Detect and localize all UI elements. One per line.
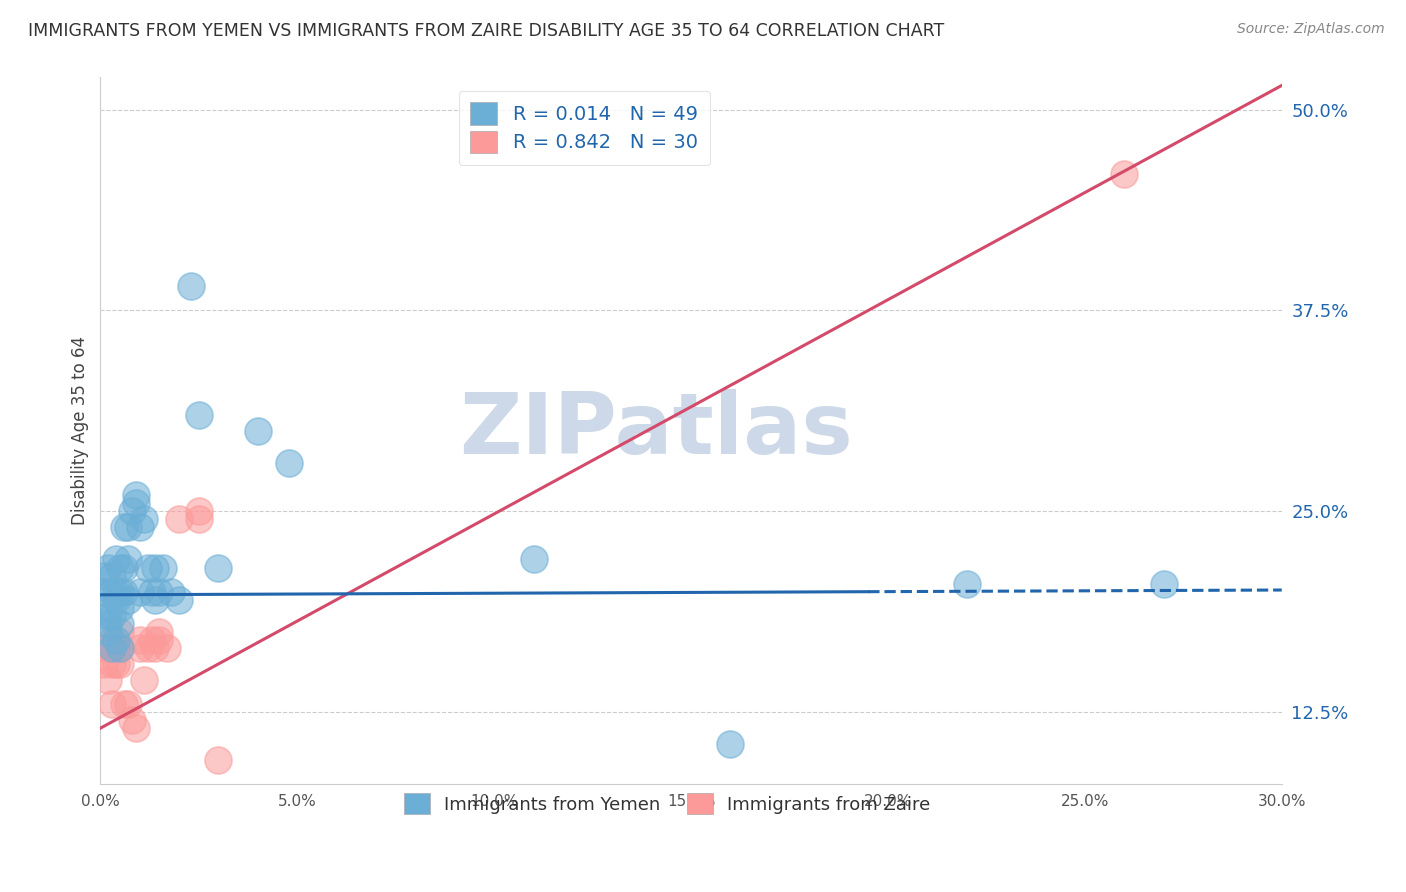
Point — [121, 713, 143, 727]
Point — [132, 512, 155, 526]
Point — [97, 608, 120, 623]
Point — [108, 600, 131, 615]
Point — [105, 592, 128, 607]
Point — [141, 584, 163, 599]
Text: ZIPatlas: ZIPatlas — [458, 390, 852, 473]
Point — [1153, 576, 1175, 591]
Point — [160, 584, 183, 599]
Point — [105, 632, 128, 647]
Point — [145, 640, 167, 655]
Point — [128, 640, 150, 655]
Point — [105, 640, 128, 655]
Point — [108, 560, 131, 574]
Point — [112, 560, 135, 574]
Point — [97, 640, 120, 655]
Point — [93, 600, 115, 615]
Point — [101, 640, 124, 655]
Point — [101, 657, 124, 671]
Point — [108, 624, 131, 639]
Point — [112, 584, 135, 599]
Point — [128, 632, 150, 647]
Point — [101, 697, 124, 711]
Point — [108, 584, 131, 599]
Point — [105, 584, 128, 599]
Point — [145, 592, 167, 607]
Point — [105, 552, 128, 566]
Point — [125, 488, 148, 502]
Point — [105, 657, 128, 671]
Point — [108, 640, 131, 655]
Point — [97, 560, 120, 574]
Point — [101, 584, 124, 599]
Point — [93, 640, 115, 655]
Point — [101, 632, 124, 647]
Point — [132, 673, 155, 687]
Point — [148, 624, 170, 639]
Point — [128, 584, 150, 599]
Point — [108, 640, 131, 655]
Point — [125, 496, 148, 510]
Point — [93, 568, 115, 582]
Y-axis label: Disability Age 35 to 64: Disability Age 35 to 64 — [72, 336, 89, 525]
Point — [101, 568, 124, 582]
Text: Source: ZipAtlas.com: Source: ZipAtlas.com — [1237, 22, 1385, 37]
Point — [108, 657, 131, 671]
Point — [112, 697, 135, 711]
Point — [167, 512, 190, 526]
Text: IMMIGRANTS FROM YEMEN VS IMMIGRANTS FROM ZAIRE DISABILITY AGE 35 TO 64 CORRELATI: IMMIGRANTS FROM YEMEN VS IMMIGRANTS FROM… — [28, 22, 945, 40]
Point — [278, 456, 301, 470]
Point — [148, 632, 170, 647]
Point — [167, 592, 190, 607]
Point — [156, 640, 179, 655]
Point — [117, 592, 139, 607]
Point — [117, 552, 139, 566]
Point — [187, 512, 209, 526]
Point — [117, 697, 139, 711]
Point — [136, 560, 159, 574]
Point — [187, 504, 209, 518]
Point — [152, 560, 174, 574]
Point — [108, 616, 131, 631]
Point — [121, 504, 143, 518]
Point — [148, 584, 170, 599]
Point — [136, 640, 159, 655]
Point — [125, 721, 148, 735]
Point — [207, 560, 229, 574]
Point — [145, 560, 167, 574]
Point — [93, 584, 115, 599]
Point — [522, 552, 544, 566]
Point — [246, 424, 269, 438]
Point — [101, 608, 124, 623]
Point — [956, 576, 979, 591]
Point — [128, 520, 150, 534]
Point — [117, 520, 139, 534]
Point — [93, 657, 115, 671]
Point — [187, 408, 209, 422]
Point — [1114, 167, 1136, 181]
Point — [97, 616, 120, 631]
Point — [141, 632, 163, 647]
Point — [97, 624, 120, 639]
Point — [718, 737, 741, 751]
Point — [112, 520, 135, 534]
Point — [180, 279, 202, 293]
Point — [207, 753, 229, 767]
Legend: Immigrants from Yemen, Immigrants from Zaire: Immigrants from Yemen, Immigrants from Z… — [394, 782, 941, 825]
Point — [97, 673, 120, 687]
